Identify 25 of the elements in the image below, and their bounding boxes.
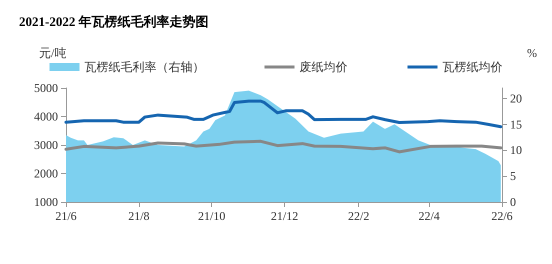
x-tick-label: 22/4 — [418, 209, 440, 223]
y-tick-label: 1000 — [34, 195, 58, 209]
y2-tick-label: 10 — [510, 143, 522, 158]
line-series — [64, 140, 502, 154]
y2-tick-label: 0 — [510, 195, 516, 209]
x-tick-label: 21/10 — [198, 209, 226, 223]
x-tick-label: 21/12 — [270, 209, 298, 223]
chart-title: 2021-2022 年瓦楞纸毛利率走势图 — [19, 14, 209, 29]
legend-label: 废纸均价 — [300, 60, 348, 74]
y-tick-label: 4000 — [34, 110, 58, 124]
y2-tick-label: 20 — [510, 91, 522, 106]
y-tick-label: 3000 — [34, 138, 58, 152]
legend-label: 瓦楞纸毛利率（右轴） — [84, 60, 204, 74]
x-tick-label: 22/6 — [491, 209, 513, 223]
x-tick-label: 21/8 — [128, 209, 150, 223]
y2-axis-title: % — [527, 46, 537, 60]
y-axis-title: 元/吨 — [39, 46, 66, 60]
x-tick-label: 21/6 — [55, 209, 77, 223]
line-series — [64, 100, 502, 128]
legend-label: 瓦楞纸均价 — [442, 60, 502, 74]
y2-tick-label: 5 — [510, 169, 516, 184]
y-tick-label: 2000 — [34, 166, 58, 180]
y-tick-label: 5000 — [34, 81, 58, 95]
x-tick-label: 22/2 — [348, 209, 370, 223]
y2-tick-label: 15 — [510, 117, 522, 132]
